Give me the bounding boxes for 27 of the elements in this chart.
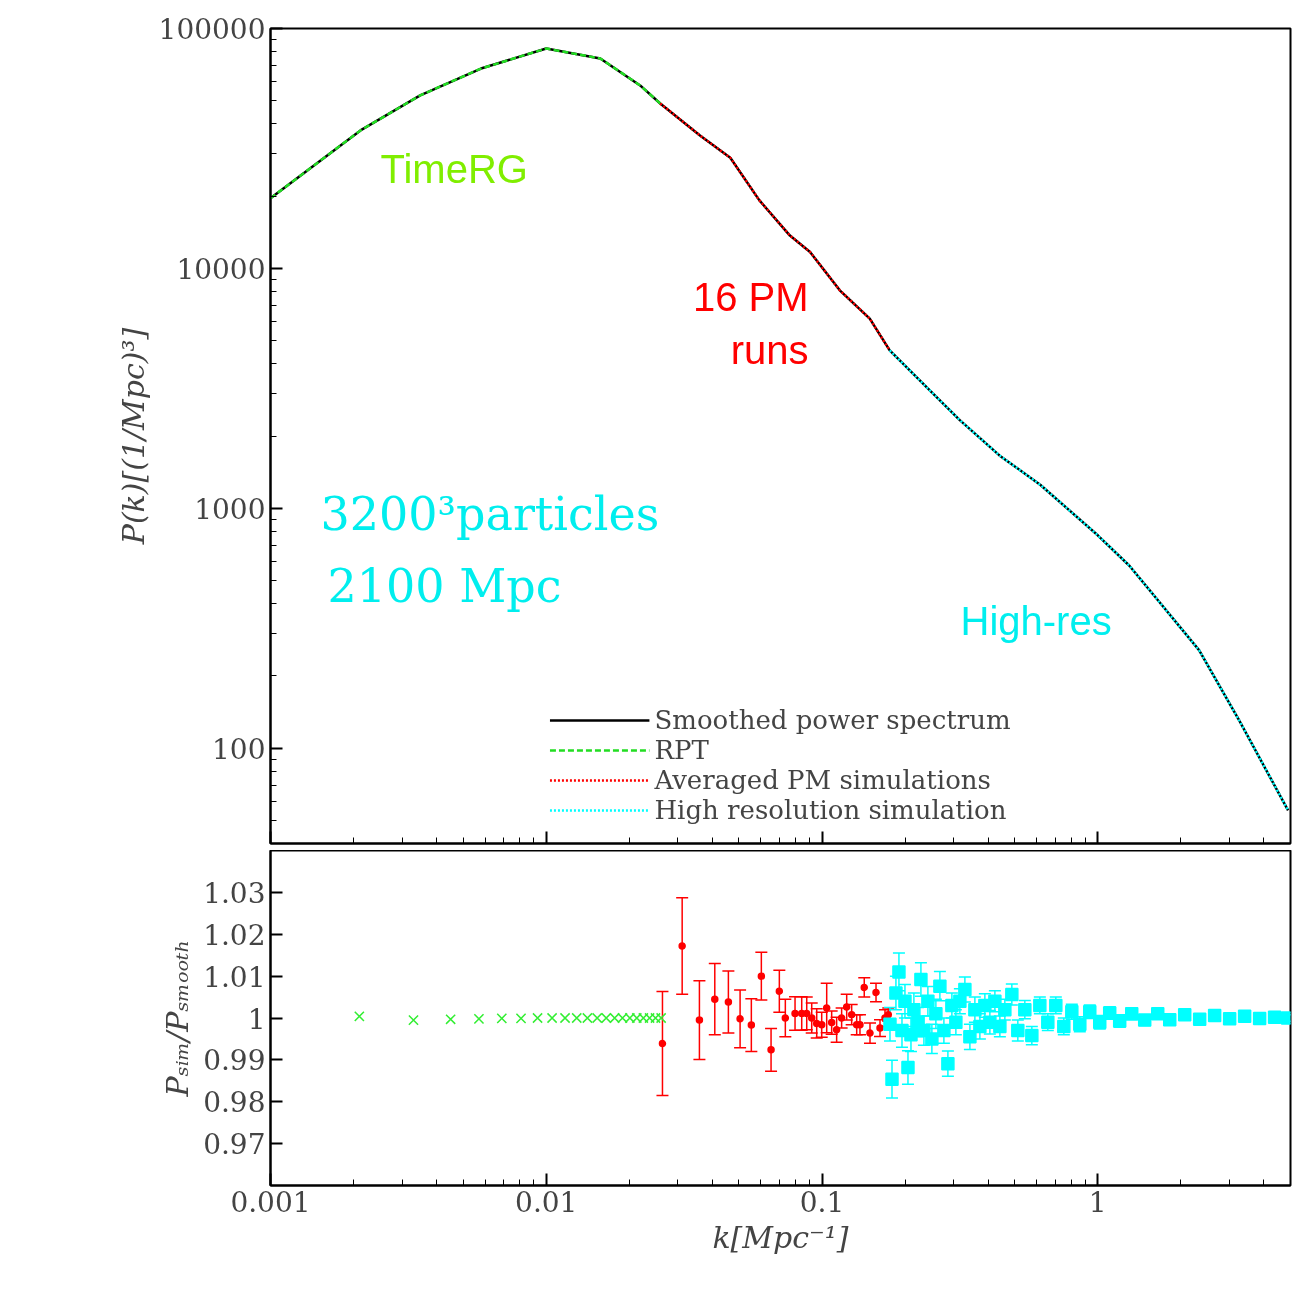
legend-label: Averaged PM simulations xyxy=(654,765,991,795)
annotation: High-res xyxy=(960,598,1112,643)
y-axis-title: Pₛᵢₘ/Pₛₘₒₒₜₕ xyxy=(160,939,196,1098)
annotation: 2100 Mpc xyxy=(327,558,562,613)
x-axis-title: k[Mpc⁻¹] xyxy=(712,1219,849,1255)
y-tick-label: 10000 xyxy=(176,252,266,286)
annotation: TimeRG xyxy=(380,146,528,191)
legend-label: High resolution simulation xyxy=(654,795,1007,825)
x-tick-label: 0.001 xyxy=(230,1185,311,1219)
y-tick-label: 100000 xyxy=(158,13,266,46)
x-tick-label: 0.1 xyxy=(799,1185,845,1219)
y-tick-label: 1.03 xyxy=(203,876,266,910)
y-tick-label: 0.97 xyxy=(203,1128,266,1162)
y-tick-label: 0.99 xyxy=(203,1044,266,1078)
annotation: 16 PM runs xyxy=(692,275,809,372)
y-tick-label: 1 xyxy=(247,1002,266,1036)
y-tick-label: 1.01 xyxy=(203,960,266,994)
legend-label: RPT xyxy=(654,735,709,765)
x-tick-label: 1 xyxy=(1088,1185,1107,1219)
x-tick-label: 0.01 xyxy=(515,1185,578,1219)
y-axis-title: P(k)[(1/Mpc)³] xyxy=(115,327,151,546)
y-tick-label: 100 xyxy=(212,732,266,766)
y-tick-label: 1.02 xyxy=(203,918,266,952)
y-tick-label: 0.98 xyxy=(203,1086,266,1120)
annotation: 3200³particles xyxy=(320,486,660,541)
legend-label: Smoothed power spectrum xyxy=(654,705,1011,735)
y-tick-label: 1000 xyxy=(194,492,266,526)
